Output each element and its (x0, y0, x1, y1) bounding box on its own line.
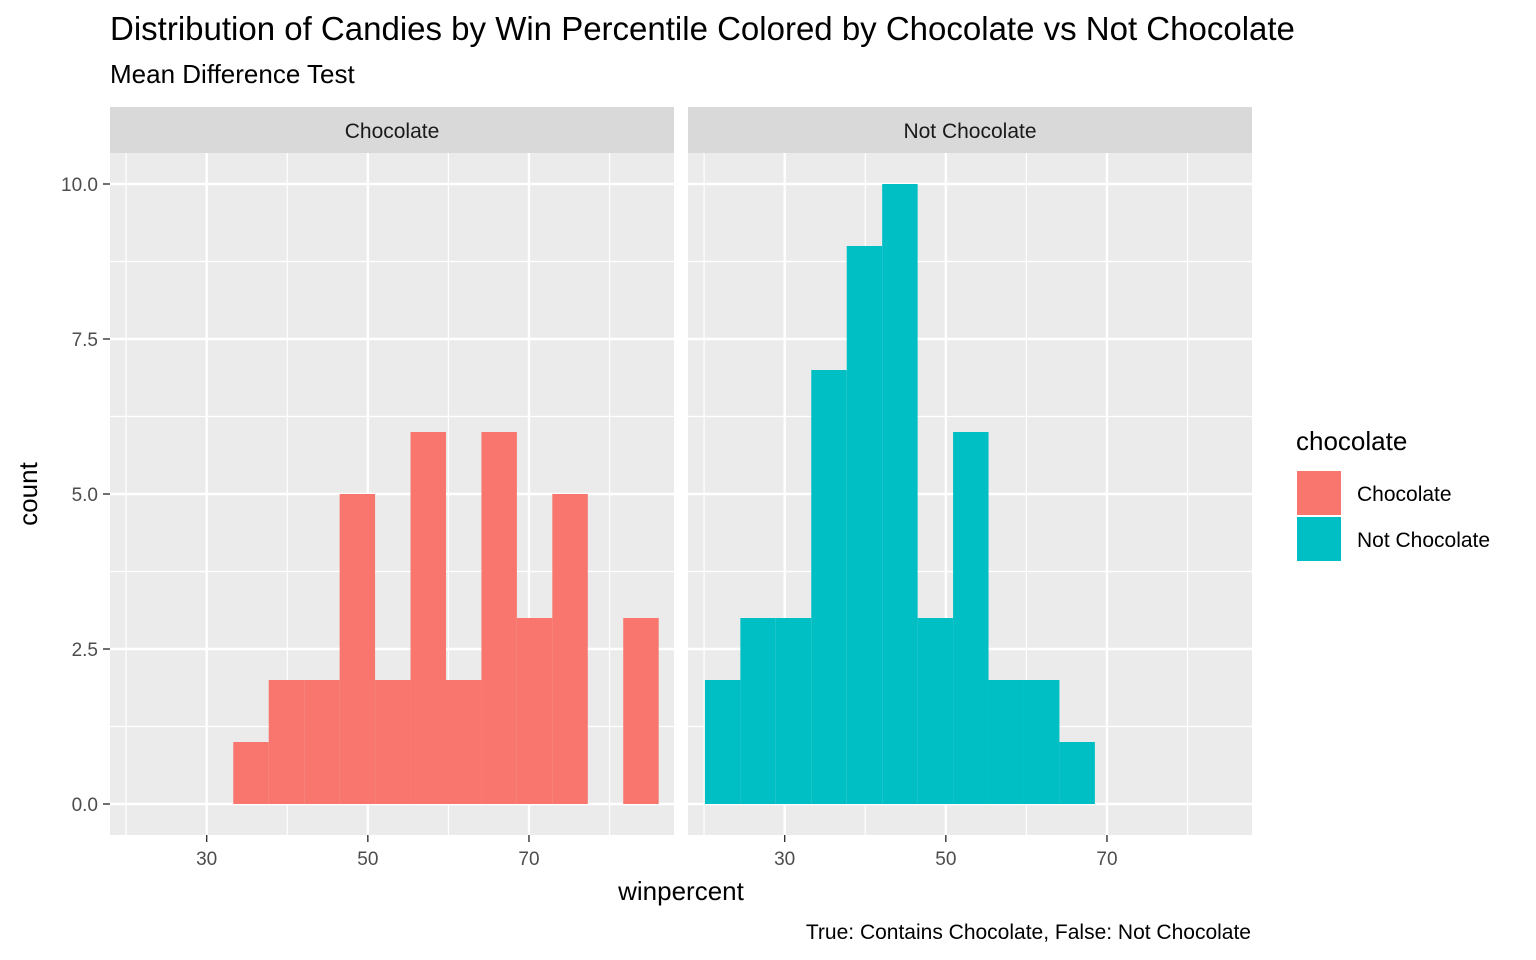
histogram-bar (846, 246, 883, 804)
legend-label-not-chocolate: Not Chocolate (1357, 529, 1490, 552)
x-tick-label: 30 (774, 849, 795, 870)
histogram-bar (445, 680, 482, 804)
histogram-bar (516, 618, 553, 804)
histogram-bar (988, 680, 1024, 804)
legend-key-not-chocolate (1297, 517, 1341, 561)
histogram-bar (339, 494, 376, 804)
x-axis-title: winpercent (617, 876, 745, 906)
histogram-bar (953, 432, 989, 804)
strip-background-not-chocolate (688, 107, 1252, 153)
y-axis: 0.0 2.5 5.0 7.5 10.0 (61, 175, 110, 816)
strip-label-not-chocolate: Not Chocolate (903, 120, 1036, 143)
chart-title: Distribution of Candies by Win Percentil… (110, 10, 1295, 47)
histogram-bar (775, 618, 812, 804)
histogram-bar (233, 742, 269, 804)
histogram-bar (481, 432, 517, 804)
legend-key-chocolate (1297, 471, 1341, 515)
strip-label-chocolate: Chocolate (345, 120, 440, 143)
legend-label-chocolate: Chocolate (1357, 483, 1452, 506)
histogram-bar (623, 618, 659, 804)
histogram-bar (304, 680, 340, 804)
chart-subtitle: Mean Difference Test (110, 59, 356, 89)
histogram-bar (1023, 680, 1060, 804)
x-tick-label: 50 (357, 849, 378, 870)
panels-group: Chocolate 30 50 70 Not Chocolate 30 50 70 0.0 2.5… (61, 107, 1252, 870)
y-tick-label: 10.0 (61, 175, 98, 196)
histogram-bar (811, 370, 847, 804)
y-tick-label: 2.5 (72, 640, 98, 661)
panel-not-chocolate: Not Chocolate 30 50 70 (688, 107, 1252, 870)
x-tick-label: 70 (1096, 849, 1117, 870)
strip-background-chocolate (110, 107, 674, 153)
histogram-bar (704, 680, 741, 804)
legend-title: chocolate (1296, 426, 1407, 456)
y-axis-title: count (13, 461, 43, 525)
histogram-bar (410, 432, 446, 804)
histogram-bar (740, 618, 776, 804)
histogram-bar (917, 618, 954, 804)
panel-chocolate: Chocolate 30 50 70 (110, 107, 674, 870)
y-tick-label: 0.0 (72, 795, 98, 816)
x-tick-label: 50 (935, 849, 956, 870)
histogram-bar (268, 680, 305, 804)
histogram-bar (1059, 742, 1095, 804)
x-tick-label: 30 (196, 849, 217, 870)
chart-caption: True: Contains Chocolate, False: Not Cho… (806, 921, 1251, 944)
histogram-bar (375, 680, 411, 804)
histogram-bar (882, 184, 918, 804)
legend: chocolate Chocolate Not Chocolate (1296, 426, 1490, 561)
y-tick-label: 5.0 (72, 485, 98, 506)
y-tick-label: 7.5 (72, 330, 98, 351)
x-tick-label: 70 (518, 849, 539, 870)
histogram-bar (552, 494, 588, 804)
